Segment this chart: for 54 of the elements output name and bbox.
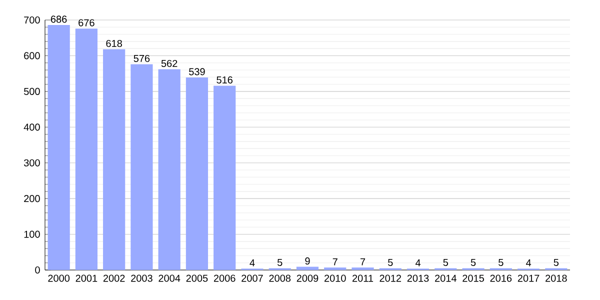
bar	[186, 78, 208, 270]
data-label: 5	[498, 258, 504, 266]
data-label: 5	[470, 258, 476, 266]
x-tick-label: 2002	[103, 274, 125, 282]
x-tick-label: 2012	[380, 274, 402, 282]
y-tick-label: 0	[35, 266, 40, 274]
x-tick-label: 2008	[269, 274, 291, 282]
y-tick-label: 400	[24, 124, 40, 131]
x-tick-label: 2010	[324, 274, 346, 282]
data-label: 576	[134, 54, 150, 62]
data-label: 7	[360, 258, 366, 266]
bar	[158, 69, 180, 270]
y-tick-label: 500	[24, 88, 40, 95]
y-tick-label: 300	[24, 159, 40, 166]
data-label: 562	[161, 60, 178, 68]
data-label: 5	[277, 258, 282, 266]
x-tick-label: 2017	[518, 274, 540, 282]
data-label: 539	[189, 68, 205, 76]
x-tick-label: 2007	[242, 274, 263, 282]
bar	[130, 64, 153, 270]
y-tick-label: 100	[24, 230, 40, 238]
data-label: 516	[216, 76, 233, 84]
data-label: 4	[250, 259, 255, 266]
data-label: 5	[554, 258, 559, 266]
x-tick-label: 2011	[352, 274, 374, 282]
x-tick-label: 2001	[76, 274, 98, 282]
x-tick-label: 2014	[435, 274, 456, 282]
x-tick-label: 2018	[546, 274, 567, 282]
bar	[75, 28, 98, 270]
x-tick-label: 2016	[490, 274, 512, 282]
x-tick-label: 2005	[186, 274, 208, 282]
bar	[48, 25, 70, 270]
data-label: 4	[526, 259, 532, 266]
bar	[296, 266, 319, 270]
data-label: 618	[106, 40, 122, 48]
data-label: 5	[443, 258, 448, 266]
x-tick-label: 2006	[214, 274, 236, 282]
data-label: 676	[78, 19, 94, 26]
data-label: 4	[415, 259, 421, 266]
x-tick-label: 2003	[131, 274, 152, 282]
x-tick-label: 2004	[158, 274, 180, 282]
data-label: 686	[50, 16, 67, 23]
y-tick-label: 600	[24, 52, 40, 60]
x-tick-label: 2000	[48, 274, 70, 282]
y-tick-label: 200	[24, 195, 40, 202]
x-tick-label: 2015	[462, 274, 484, 282]
bar	[103, 49, 126, 270]
x-tick-label: 2013	[407, 274, 429, 282]
data-label: 5	[388, 258, 393, 266]
data-label: 7	[332, 258, 338, 266]
y-tick-label: 700	[24, 16, 40, 24]
x-tick-label: 2009	[296, 274, 318, 282]
data-label: 9	[305, 257, 310, 265]
bar	[214, 86, 236, 270]
